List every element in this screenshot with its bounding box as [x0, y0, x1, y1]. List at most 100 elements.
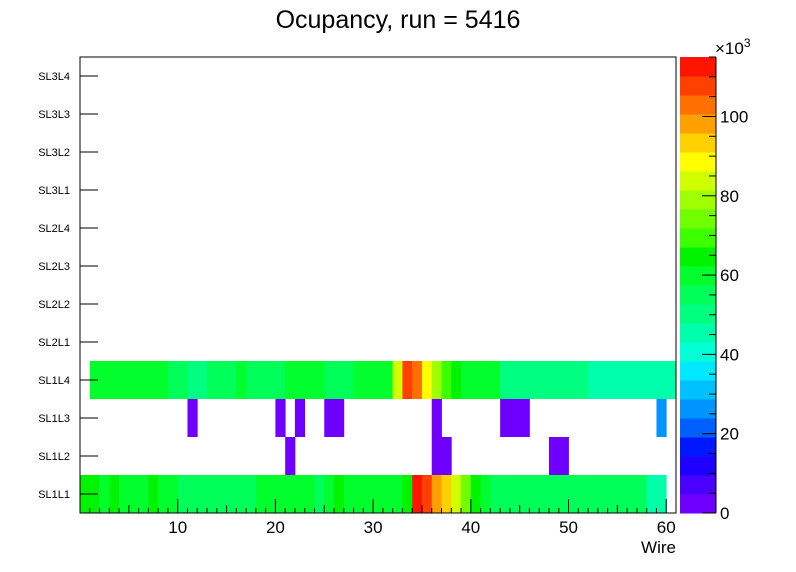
heatmap-cell — [412, 475, 423, 513]
heatmap-cell — [441, 361, 452, 399]
heatmap-cell — [500, 399, 511, 437]
heatmap-cell — [607, 475, 618, 513]
colorbar-band — [680, 228, 716, 248]
heatmap-cell — [646, 475, 657, 513]
colorbar-band — [680, 304, 716, 324]
colorbar-band — [680, 95, 716, 115]
heatmap-cell — [588, 475, 599, 513]
heatmap-cell — [148, 475, 159, 513]
heatmap-cell — [187, 361, 198, 399]
heatmap-cell — [646, 361, 657, 399]
colorbar-band — [680, 133, 716, 153]
y-axis: SL1L1 SL1L2 SL1L3 SL1L4 SL2L1 SL2L2 SL2L3 SL2L4… — [38, 71, 98, 501]
plot-frame — [79, 56, 677, 514]
heatmap-cell — [265, 475, 276, 513]
heatmap-cell — [285, 475, 296, 513]
x-axis: 10 20 30 40 50 60 — [89, 499, 677, 537]
heatmap-cell — [509, 361, 521, 399]
heatmap-cell — [656, 399, 667, 437]
heatmap-cell — [421, 475, 433, 513]
heatmap-cell — [617, 475, 628, 513]
heatmap-cell — [275, 399, 286, 437]
heatmap-cells — [80, 361, 677, 513]
heatmap-cell — [177, 475, 188, 513]
heatmap-cell — [558, 361, 569, 399]
heatmap-cell — [226, 361, 237, 399]
heatmap-cell — [597, 361, 609, 399]
heatmap-cell — [441, 437, 452, 475]
y-tick-label: SL1L3 — [38, 413, 70, 425]
heatmap-cell — [128, 361, 140, 399]
heatmap-cell — [246, 475, 257, 513]
heatmap-cell — [480, 475, 491, 513]
heatmap-cell — [636, 475, 648, 513]
heatmap-cell — [324, 361, 335, 399]
y-tick-label: SL2L4 — [38, 223, 70, 235]
x-tick-label: 10 — [168, 518, 187, 537]
heatmap-cell — [158, 361, 169, 399]
y-tick-label: SL2L3 — [38, 261, 70, 273]
colorbar-band — [680, 76, 716, 96]
x-tick-label: 20 — [266, 518, 285, 537]
heatmap-cell — [461, 361, 472, 399]
colorbar-band — [680, 380, 716, 400]
heatmap-cell — [285, 437, 296, 475]
heatmap-cell — [304, 361, 315, 399]
heatmap-cell — [402, 361, 413, 399]
heatmap-cell — [548, 361, 560, 399]
heatmap-cell — [294, 361, 306, 399]
heatmap-cell — [461, 475, 472, 513]
colorbar-tick-label: 20 — [720, 425, 739, 444]
heatmap-cell — [138, 361, 149, 399]
heatmap-cell — [294, 475, 306, 513]
heatmap-cell — [509, 399, 521, 437]
heatmap-cell — [187, 475, 198, 513]
heatmap-cell — [167, 361, 179, 399]
heatmap-cell — [304, 475, 315, 513]
heatmap-cell — [109, 361, 120, 399]
heatmap-cell — [568, 361, 579, 399]
heatmap-cell — [148, 361, 159, 399]
heatmap-cell — [334, 399, 345, 437]
heatmap-cell — [597, 475, 609, 513]
heatmap-cell — [294, 399, 306, 437]
heatmap-cell — [128, 475, 140, 513]
heatmap-cell — [500, 475, 511, 513]
heatmap-cell — [392, 475, 403, 513]
heatmap-cell — [207, 361, 218, 399]
heatmap-cell — [431, 437, 442, 475]
heatmap-cell — [627, 361, 638, 399]
colorbar-band — [680, 209, 716, 229]
y-tick-label: SL2L2 — [38, 299, 70, 311]
y-tick-label: SL1L2 — [38, 451, 70, 463]
heatmap-cell — [314, 361, 325, 399]
heatmap-cell — [548, 437, 560, 475]
y-tick-label: SL1L1 — [38, 489, 70, 501]
heatmap-cell — [187, 399, 198, 437]
heatmap-cell — [109, 475, 120, 513]
heatmap-cell — [255, 361, 267, 399]
colorbar-band — [680, 342, 716, 362]
heatmap-cell — [382, 361, 394, 399]
y-tick-label: SL3L4 — [38, 71, 70, 83]
heatmap-cell — [324, 475, 335, 513]
heatmap-cell — [627, 475, 638, 513]
heatmap-cell — [451, 361, 462, 399]
heatmap-cell — [216, 475, 227, 513]
colorbar-tick-label: 40 — [720, 345, 739, 364]
colorbar-band — [680, 247, 716, 267]
colorbar-band — [680, 361, 716, 381]
x-tick-label: 40 — [461, 518, 480, 537]
heatmap-cell — [226, 475, 237, 513]
x-tick-label: 60 — [657, 518, 676, 537]
heatmap-cell — [177, 361, 188, 399]
colorbar-band — [680, 190, 716, 210]
heatmap-cell — [353, 475, 364, 513]
heatmap-cell — [451, 475, 462, 513]
x-tick-label: 50 — [559, 518, 578, 537]
heatmap-cell — [539, 361, 550, 399]
heatmap-cell — [519, 399, 530, 437]
heatmap-cell — [167, 475, 179, 513]
heatmap-cell — [636, 361, 648, 399]
